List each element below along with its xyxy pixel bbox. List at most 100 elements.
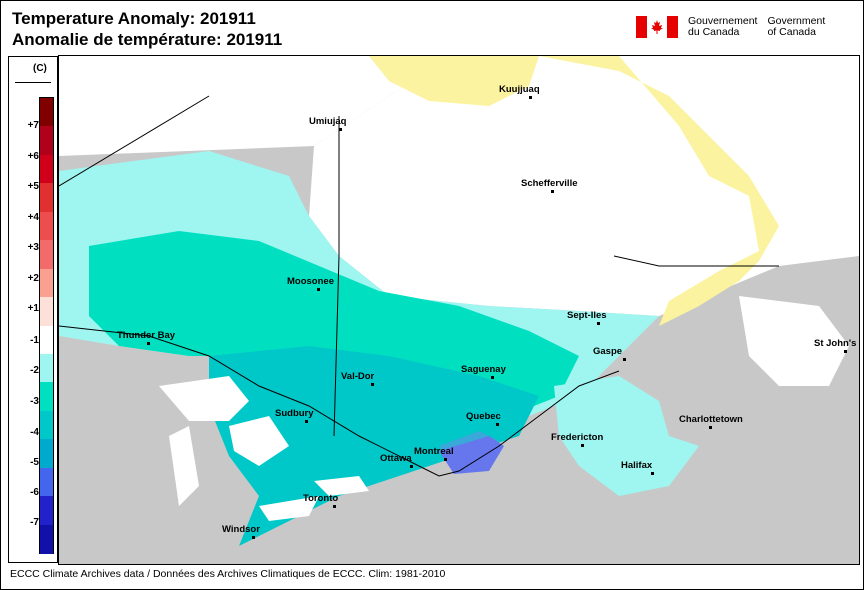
city-marker [410,465,413,468]
legend-tick-label: +3 [27,242,39,253]
city-marker [339,128,342,131]
legend-tick-label: +4 [27,212,39,223]
city-marker [709,426,712,429]
city-marker [597,322,600,325]
legend: (C) +7 +6 +5 +4 +3 +2 +1 -1 -2 -3 -4 -5 -6 -7 [8,56,58,563]
anomaly-zero-north [309,56,859,316]
city-marker [305,420,308,423]
legend-tick-label: +5 [27,181,39,192]
gov-fr-line2: du Canada [688,26,740,38]
legend-color-swatch [40,98,53,127]
map-canvas [59,56,859,564]
city-marker [491,376,494,379]
legend-colorbar [39,97,54,554]
anomaly-map: Kuujjuaq Umiujaq Schefferville Moosonee Sept… [58,55,860,565]
city-label: Sudbury [275,408,314,419]
government-en: Government of Canada [767,16,825,38]
legend-color-swatch [40,240,53,270]
anomaly-warm-ungava [369,56,539,106]
city-marker [147,342,150,345]
title-english: Temperature Anomaly: 201911 [12,9,256,28]
legend-tick-label: -2 [30,365,39,376]
anomaly-minus3 [89,231,579,416]
legend-tick-label: +6 [27,151,39,162]
lake-michigan [169,426,199,506]
labrador-border [613,255,779,267]
city-marker [581,444,584,447]
canada-flag-icon [636,16,678,38]
city-marker [496,423,499,426]
legend-tick-label: -5 [30,457,39,468]
legend-divider [15,82,51,83]
city-label: Fredericton [551,432,604,443]
legend-color-swatch [40,410,53,440]
legend-tick-label: -3 [30,396,39,407]
city-label: Quebec [466,411,501,422]
data-source-footer: ECCC Climate Archives data / Données des… [10,568,446,580]
city-label: Charlottetown [679,414,743,425]
lake-ontario [314,476,369,496]
lake-superior [159,376,249,421]
legend-color-swatch [40,211,53,241]
city-label: Montreal [414,446,454,457]
city-label: Thunder Bay [117,330,176,341]
city-marker [317,288,320,291]
legend-color-swatch [40,183,53,213]
legend-tick-label: +7 [27,120,39,131]
city-label: Sept-Iles [567,310,607,321]
lake-erie [259,496,319,521]
legend-tick-label: +1 [27,303,39,314]
legend-tick-label: -1 [30,335,39,346]
city-marker [371,383,374,386]
city-marker [333,505,336,508]
city-label: Moosonee [287,276,334,287]
legend-color-swatch [40,325,53,355]
legend-color-swatch [40,382,53,412]
anomaly-minus4 [209,346,539,546]
city-marker [444,458,447,461]
legend-color-swatch [40,353,53,383]
legend-color-swatch [40,268,53,298]
city-label: Windsor [222,524,260,535]
legend-color-swatch [40,524,53,554]
legend-tick-label: -6 [30,487,39,498]
city-marker [529,96,532,99]
city-marker [844,350,847,353]
anomaly-minus6 [439,436,504,474]
gov-en-line2: of Canada [767,26,816,38]
legend-tick-label: -4 [30,427,39,438]
city-label: Val-Dor [341,371,375,382]
city-label: Ottawa [380,453,412,464]
legend-color-swatch [40,467,53,497]
city-label: Umiujaq [309,116,347,127]
city-label: St John's [814,338,857,349]
legend-tick-label: -7 [30,517,39,528]
provincial-border-nw [59,95,210,187]
city-label: Halifax [621,460,653,471]
city-label: Gaspe [593,346,623,357]
legend-color-swatch [40,496,53,526]
city-marker [252,536,255,539]
legend-color-swatch [40,297,53,326]
city-marker [551,190,554,193]
city-label: Kuujjuaq [499,84,540,95]
legend-color-swatch [40,439,53,469]
gov-fr-line1: Gouvernement [688,15,758,27]
legend-color-swatch [40,154,53,184]
government-signature: Gouvernement du Canada Government of Can… [636,16,825,38]
city-marker [651,472,654,475]
government-fr: Gouvernement du Canada [688,16,757,38]
legend-unit: (C) [33,63,47,74]
hudson-bay [59,56,449,156]
city-label: Toronto [303,493,339,504]
legend-color-swatch [40,126,53,156]
lake-huron [229,416,289,466]
provincial-border [333,116,340,437]
city-label: Saguenay [461,364,506,375]
legend-tick-label: +2 [27,273,39,284]
title-french: Anomalie de température: 201911 [12,30,283,49]
city-label: Schefferville [521,178,578,189]
gov-en-line1: Government [767,15,826,27]
city-marker [623,358,626,361]
anomaly-newfoundland [739,296,849,386]
